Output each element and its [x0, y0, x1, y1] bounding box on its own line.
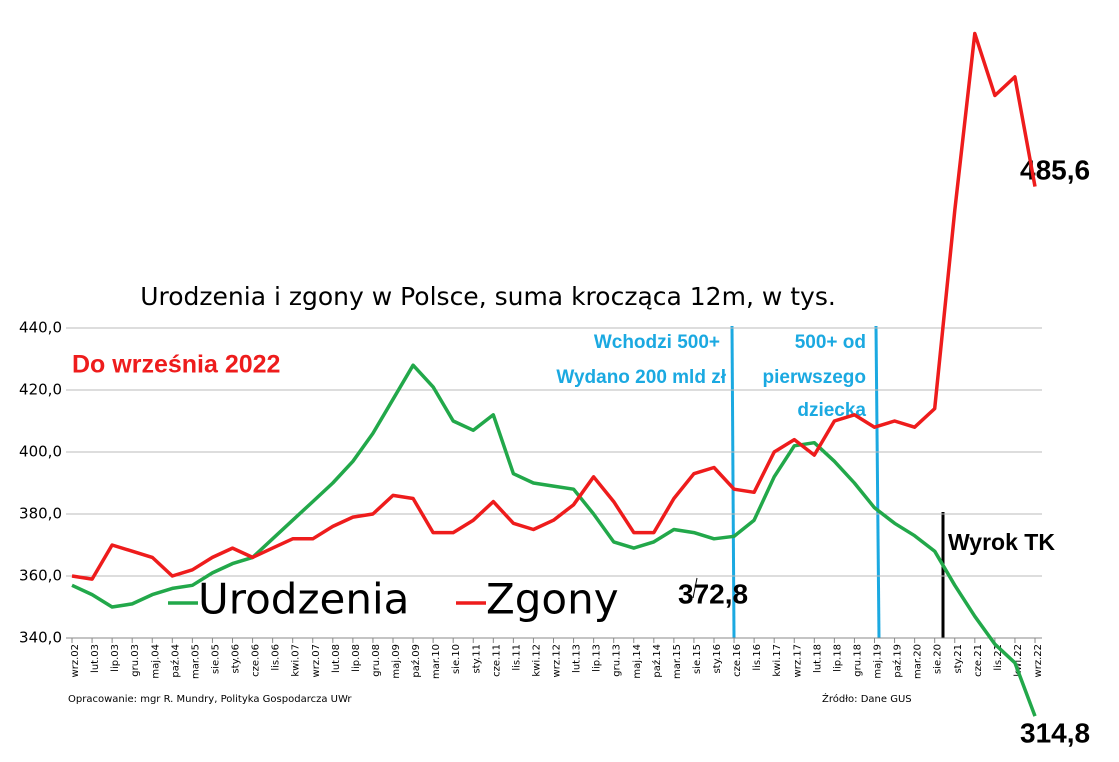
x-tick-label: cze.11: [491, 644, 502, 677]
pointer: [692, 577, 698, 599]
x-tick-label: lut.03: [90, 644, 101, 673]
data-line: [71, 31, 1037, 581]
x-tick-label: paź.19: [892, 644, 904, 678]
x-tick-label: paź.04: [169, 644, 181, 678]
x-tick-label: lut.13: [572, 644, 583, 673]
x-tick-label: sie.05: [210, 644, 221, 674]
annotation: Wchodzi 500+: [594, 332, 720, 353]
x-tick-label: mar.15: [672, 644, 683, 679]
x-tick-label: paź.09: [410, 644, 422, 678]
x-tick-label: cze.06: [251, 644, 262, 677]
x-tick-label: sty.21: [953, 644, 964, 674]
x-tick-label: mar.20: [913, 644, 924, 679]
x-tick-label: gru.13: [612, 644, 623, 677]
x-tick-label: gru.18: [852, 644, 863, 677]
x-tick-label: cze.21: [973, 644, 984, 677]
chart-title: Urodzenia i zgony w Polsce, suma krocząc…: [140, 282, 836, 311]
x-tick-label: kwi.22: [1013, 644, 1024, 677]
annotation: Do września 2022: [72, 351, 280, 379]
x-tick-label: kwi.12: [531, 644, 542, 677]
x-tick-label: lis.06: [271, 644, 282, 671]
x-tick-label: sie.10: [451, 644, 462, 674]
x-tick-label: wrz.02: [70, 644, 81, 677]
x-tick-label: maj.14: [632, 644, 643, 679]
annotation: Wydano 200 mld zł: [556, 367, 726, 388]
y-tick-label: 360,0: [19, 567, 62, 585]
x-tick-label: wrz.22: [1033, 644, 1044, 677]
x-tick-label: kwi.17: [772, 644, 783, 677]
x-tick-label: lip.13: [592, 644, 603, 672]
x-tick-label: kwi.07: [291, 644, 302, 677]
x-tick-label: mar.10: [431, 644, 442, 679]
x-tick-label: sie.15: [692, 644, 703, 674]
annotation: 500+ od: [795, 332, 866, 353]
x-tick-label: lip.08: [351, 644, 362, 672]
x-tick-label: mar.05: [190, 644, 201, 679]
x-tick-label: lis.21: [993, 644, 1004, 671]
x-tick-label: lip.03: [110, 644, 121, 672]
x-tick-label: maj.19: [873, 644, 884, 679]
x-tick-label: wrz.07: [311, 644, 322, 677]
x-tick-label: sie.20: [933, 644, 944, 674]
y-tick-label: 420,0: [19, 381, 62, 399]
x-tick-label: lis.16: [752, 644, 763, 671]
footer: Opracowanie: mgr R. Mundry, Polityka Gos…: [68, 694, 352, 705]
legend-label: Zgony: [486, 575, 619, 624]
y-tick-label: 440,0: [19, 319, 62, 337]
x-tick-label: sty.11: [471, 644, 482, 674]
x-tick-label: maj.04: [150, 644, 161, 679]
x-tick-label: wrz.12: [552, 644, 563, 677]
x-tick-label: maj.09: [391, 644, 402, 679]
x-tick-label: lut.18: [812, 644, 823, 673]
footer: Źródło: Dane GUS: [822, 692, 912, 705]
x-tick-label: wrz.17: [792, 644, 803, 677]
y-tick-label: 400,0: [19, 443, 62, 461]
data-label: 314,8: [1020, 717, 1090, 748]
x-tick-label: gru.03: [130, 644, 141, 677]
x-tick-label: lip.18: [832, 644, 843, 672]
x-tick-label: lut.08: [331, 644, 342, 673]
annotation: pierwszego: [763, 367, 866, 388]
annotation: Wyrok TK: [948, 529, 1055, 555]
data-line: [71, 363, 1037, 717]
x-tick-label: gru.08: [371, 644, 382, 677]
y-tick-label: 340,0: [19, 629, 62, 647]
legend-label: Urodzenia: [198, 575, 409, 624]
x-tick-label: cze.16: [732, 644, 743, 677]
x-tick-label: lis.11: [511, 644, 522, 671]
x-tick-label: sty.16: [712, 644, 723, 674]
data-label: 372,8: [678, 578, 748, 609]
event-line: [730, 325, 736, 639]
x-tick-label: paź.14: [651, 644, 663, 678]
x-tick-label: sty.06: [231, 644, 242, 674]
y-tick-label: 380,0: [19, 505, 62, 523]
event-line: [874, 325, 881, 639]
